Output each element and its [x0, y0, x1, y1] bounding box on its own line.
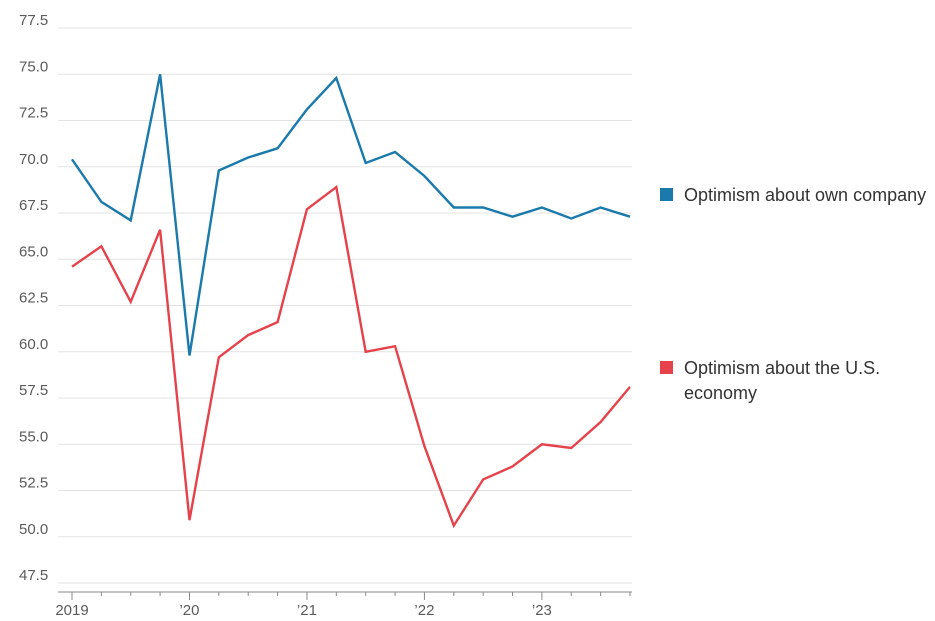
y-tick-label: 70.0 — [19, 151, 48, 168]
y-tick-label: 62.5 — [19, 290, 48, 307]
y-tick-label: 75.0 — [19, 58, 48, 75]
y-tick-label: 52.5 — [19, 475, 48, 492]
x-tick-label: ’22 — [414, 602, 434, 619]
y-tick-label: 50.0 — [19, 521, 48, 538]
x-tick-label: 2019 — [55, 602, 88, 619]
y-tick-label: 77.5 — [19, 12, 48, 29]
series-line-us-economy — [71, 184, 631, 529]
y-tick-label: 55.0 — [19, 428, 48, 445]
legend-swatch-own-company — [660, 188, 673, 201]
y-tick-label: 60.0 — [19, 336, 48, 353]
legend-item-us-economy: Optimism about the U.S. economy — [660, 356, 929, 406]
y-tick-label: 72.5 — [19, 105, 48, 122]
x-tick-label: ’23 — [532, 602, 552, 619]
legend-swatch-us-economy — [660, 361, 673, 374]
x-axis: 2019 ’20 ’21 ’22 ’23 — [55, 591, 632, 619]
y-tick-label: 57.5 — [19, 382, 48, 399]
y-axis-ticks: 77.5 75.0 72.5 70.0 67.5 65.0 62.5 60.0 57.5 55.0… — [19, 12, 48, 584]
gridlines — [58, 27, 632, 584]
series-line-own-company — [71, 74, 631, 356]
y-tick-label: 47.5 — [19, 567, 48, 584]
legend-label-us-economy: Optimism about the U.S. economy — [684, 358, 881, 403]
legend-label-own-company: Optimism about own company — [684, 185, 927, 205]
y-tick-label: 65.0 — [19, 243, 48, 260]
x-tick-label: ’21 — [297, 602, 317, 619]
legend-item-own-company: Optimism about own company — [660, 183, 929, 208]
series-lines — [71, 74, 631, 529]
y-tick-label: 67.5 — [19, 197, 48, 214]
x-tick-label: ’20 — [179, 602, 199, 619]
